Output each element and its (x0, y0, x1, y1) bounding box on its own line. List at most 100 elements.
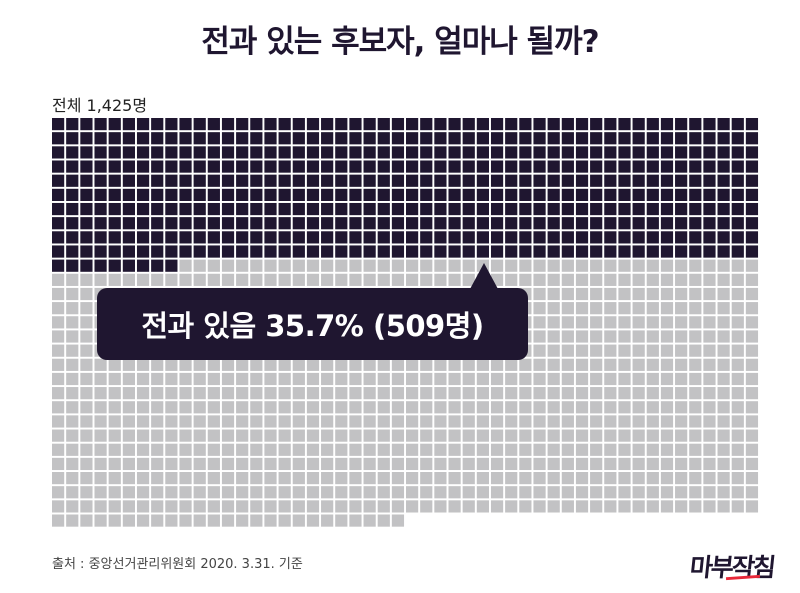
waffle-cell (292, 514, 305, 527)
waffle-cell (165, 472, 178, 485)
waffle-cell-highlight (462, 174, 475, 187)
waffle-cell-highlight (505, 146, 518, 159)
waffle-cell (292, 472, 305, 485)
waffle-cell (745, 372, 759, 386)
waffle-cell-highlight (292, 245, 305, 258)
waffle-cell (717, 330, 730, 343)
waffle-cell-highlight (250, 188, 263, 201)
waffle-cell-highlight (675, 245, 688, 258)
waffle-cell (646, 344, 659, 357)
waffle-cell (505, 259, 518, 272)
waffle-cell (590, 259, 603, 272)
waffle-cell (660, 472, 674, 485)
waffle-cell (236, 259, 249, 272)
waffle-cell (689, 316, 702, 329)
waffle-cell (448, 273, 461, 286)
waffle-cell (349, 387, 362, 400)
waffle-cell-highlight (519, 231, 532, 244)
waffle-cell (462, 415, 475, 428)
waffle-cell-highlight (306, 146, 320, 159)
waffle-cell (306, 486, 320, 499)
waffle-cell-highlight (547, 231, 560, 244)
waffle-cell (349, 486, 362, 499)
waffle-cell (717, 429, 730, 442)
waffle-cell (717, 372, 730, 386)
waffle-cell (632, 287, 645, 301)
waffle-cell (561, 316, 574, 329)
waffle-cell (703, 302, 716, 315)
waffle-cell-highlight (420, 132, 433, 145)
waffle-cell (377, 358, 390, 371)
waffle-cell-highlight (108, 231, 121, 244)
waffle-cell-highlight (406, 174, 419, 187)
waffle-cell-highlight (575, 217, 589, 230)
waffle-cell-highlight (165, 174, 178, 187)
waffle-cell-highlight (547, 188, 560, 201)
waffle-cell-highlight (321, 132, 334, 145)
waffle-cell (590, 500, 603, 513)
waffle-cell (306, 472, 320, 485)
waffle-cell (377, 429, 390, 442)
waffle-cell-highlight (221, 231, 235, 244)
waffle-cell (632, 457, 645, 471)
waffle-cell (52, 429, 65, 442)
waffle-cell (377, 457, 390, 471)
waffle-cell (505, 429, 518, 442)
waffle-cell (179, 472, 192, 485)
waffle-cell (221, 472, 235, 485)
waffle-cell-highlight (221, 245, 235, 258)
waffle-cell-highlight (292, 217, 305, 230)
waffle-cell (391, 372, 405, 386)
waffle-cell-highlight (165, 146, 178, 159)
waffle-cell (632, 372, 645, 386)
waffle-cell (660, 500, 674, 513)
waffle-cell (434, 259, 447, 272)
waffle-cell-highlight (264, 188, 277, 201)
waffle-cell-highlight (349, 132, 362, 145)
waffle-cell-highlight (632, 160, 645, 173)
waffle-cell-highlight (80, 245, 93, 258)
waffle-cell-highlight (136, 259, 150, 272)
waffle-cell-highlight (349, 231, 362, 244)
waffle-cell (434, 457, 447, 471)
waffle-cell (406, 457, 419, 471)
waffle-cell-highlight (689, 231, 702, 244)
waffle-cell-highlight (108, 118, 121, 131)
waffle-cell-highlight (703, 174, 716, 187)
waffle-cell (278, 401, 291, 414)
waffle-cell-highlight (391, 217, 405, 230)
waffle-cell-highlight (660, 146, 674, 159)
waffle-cell (434, 372, 447, 386)
waffle-cell-highlight (236, 132, 249, 145)
waffle-cell-highlight (335, 160, 348, 173)
waffle-cell-highlight (590, 188, 603, 201)
waffle-cell (420, 387, 433, 400)
waffle-cell (236, 486, 249, 499)
waffle-cell (703, 486, 716, 499)
waffle-cell (207, 387, 220, 400)
waffle-cell-highlight (505, 202, 518, 216)
waffle-cell (66, 443, 79, 456)
waffle-cell (108, 358, 121, 371)
waffle-cell (151, 443, 164, 456)
waffle-cell-highlight (448, 160, 461, 173)
waffle-cell (151, 273, 164, 286)
waffle-cell-highlight (136, 160, 150, 173)
waffle-cell (321, 457, 334, 471)
waffle-cell (689, 273, 702, 286)
waffle-cell-highlight (264, 132, 277, 145)
waffle-cell (660, 358, 674, 371)
waffle-cell (136, 401, 150, 414)
waffle-cell-highlight (292, 174, 305, 187)
waffle-cell-highlight (476, 132, 489, 145)
waffle-cell (406, 358, 419, 371)
waffle-cell (547, 472, 560, 485)
waffle-cell (604, 259, 617, 272)
waffle-cell-highlight (193, 146, 206, 159)
waffle-cell-highlight (717, 118, 730, 131)
waffle-cell (122, 486, 135, 499)
waffle-cell-highlight (377, 217, 390, 230)
waffle-cell (52, 387, 65, 400)
waffle-cell-highlight (703, 160, 716, 173)
waffle-cell (490, 415, 504, 428)
